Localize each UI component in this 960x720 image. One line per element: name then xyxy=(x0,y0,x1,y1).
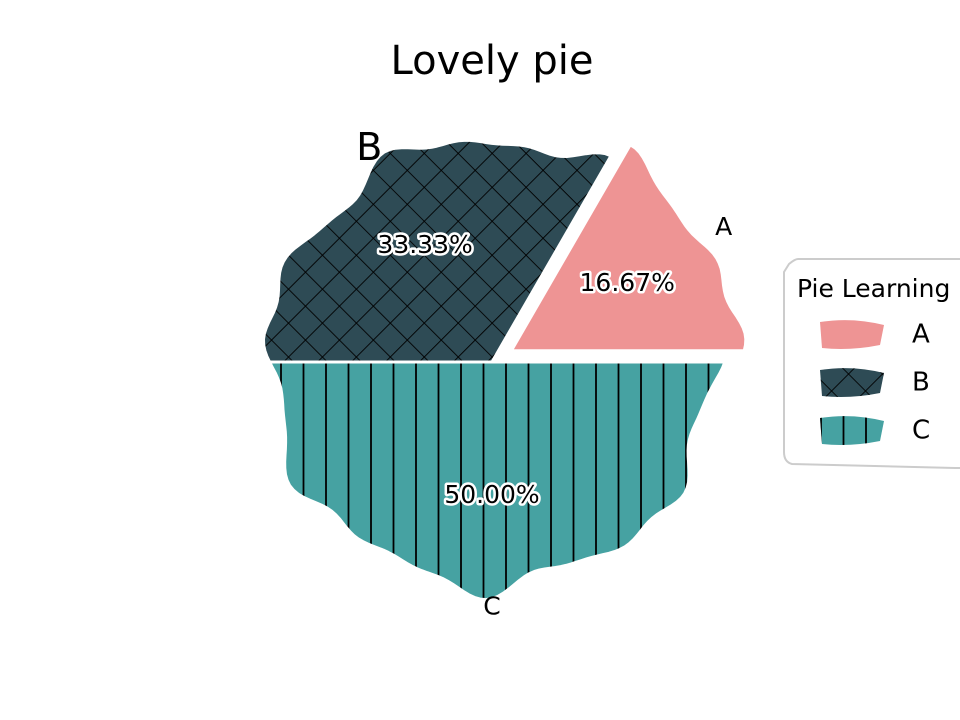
legend-title: Pie Learning xyxy=(797,274,950,303)
percent-label-b: 33.33% xyxy=(377,230,472,259)
pie-slice-c xyxy=(268,360,727,602)
legend-label-b: B xyxy=(912,368,930,398)
legend-frame xyxy=(783,258,960,469)
legend-swatch-b xyxy=(820,368,884,397)
percent-label-a: 16.67% xyxy=(580,268,675,297)
pie-slices xyxy=(262,138,748,602)
category-label-b: B xyxy=(356,125,382,169)
legend-swatch-a xyxy=(820,320,884,349)
chart-title: Lovely pie xyxy=(391,38,594,84)
percent-label-c: 50.00% xyxy=(444,480,539,509)
legend-items: ABC xyxy=(820,320,930,446)
legend-label-a: A xyxy=(912,320,930,350)
legend: Pie Learning ABC xyxy=(783,258,960,469)
category-label-a: A xyxy=(715,212,732,241)
pie-slice-b xyxy=(262,138,613,364)
legend-label-c: C xyxy=(912,416,930,446)
category-label-c: C xyxy=(483,591,500,620)
legend-swatch-c xyxy=(820,416,884,445)
pie-slice-a xyxy=(509,143,748,353)
pie-labels: A 16.67% B 33.33% C 50.00% xyxy=(356,125,732,620)
